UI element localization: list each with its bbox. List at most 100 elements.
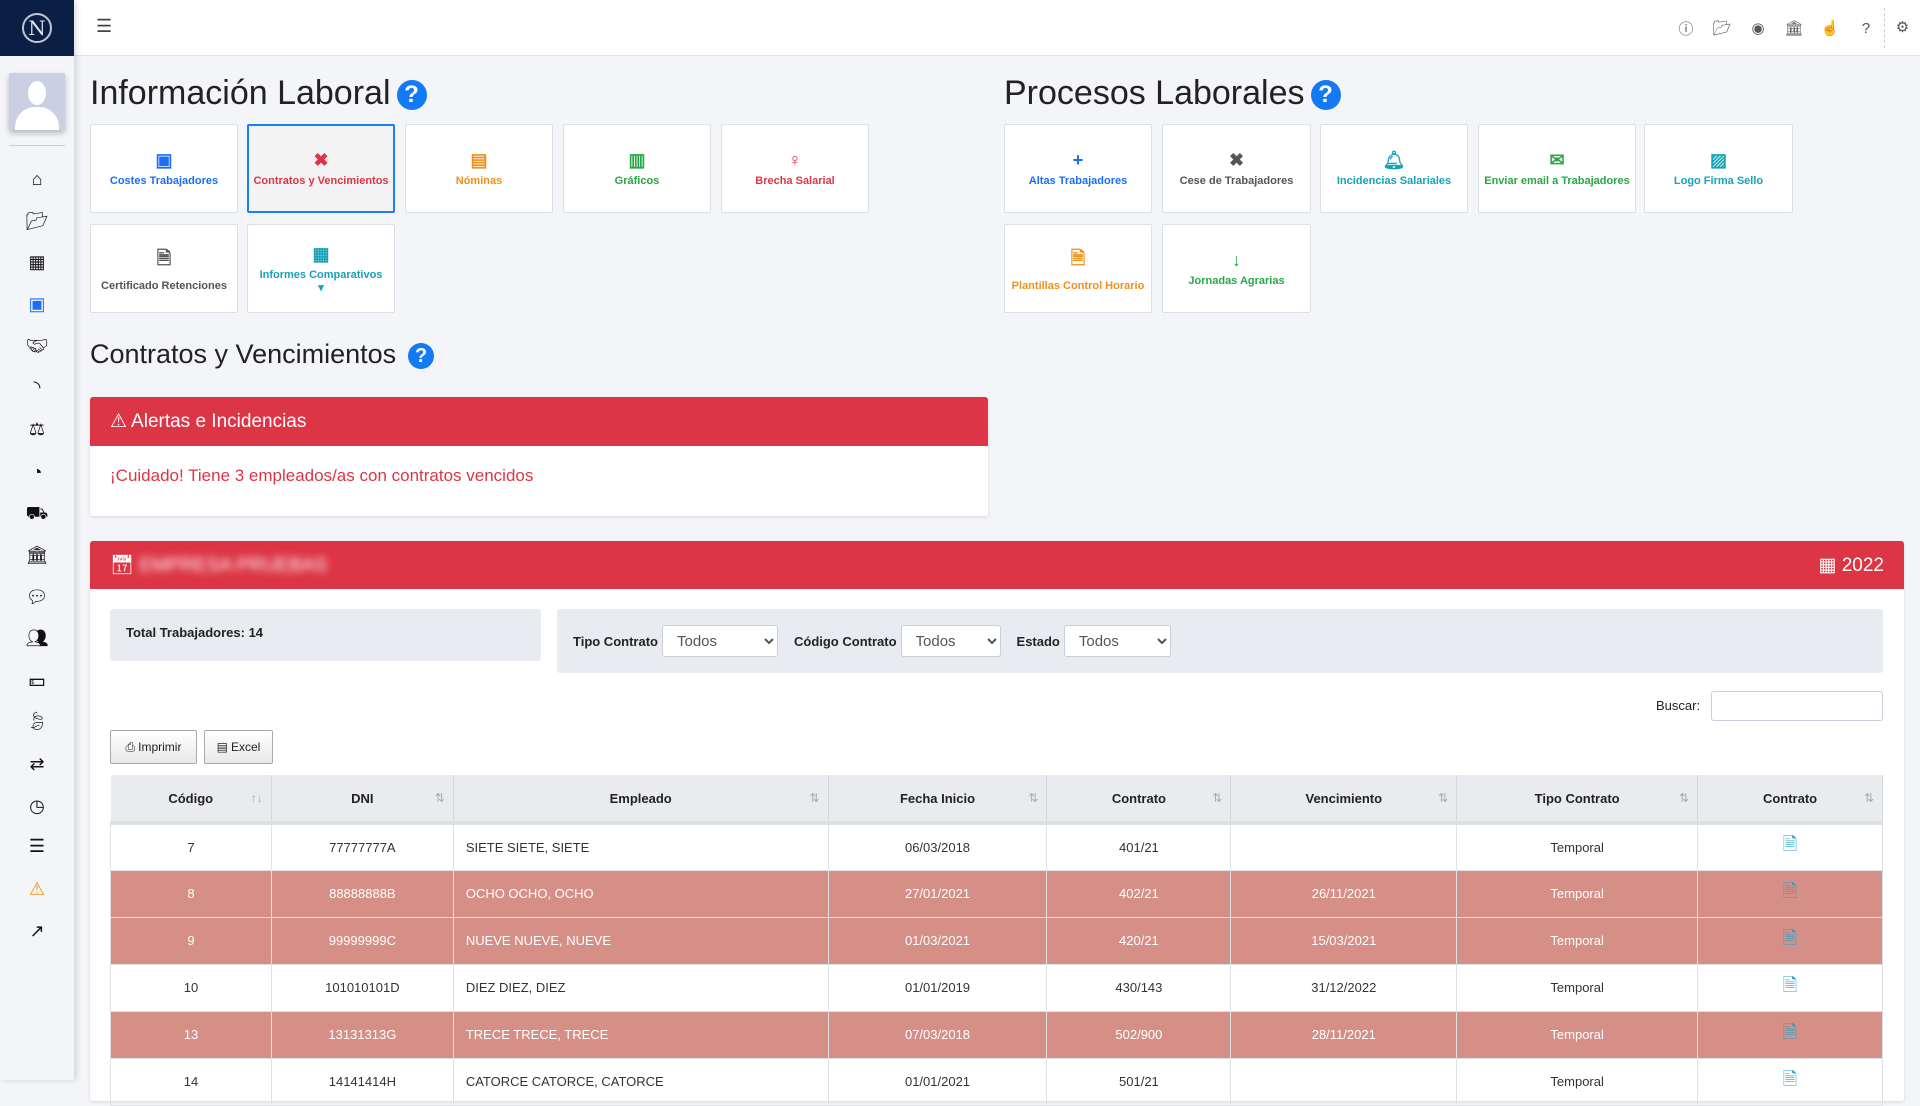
excel-button[interactable]: ▤ Excel	[204, 730, 273, 764]
tipo-contrato-select[interactable]: Todos	[661, 625, 778, 657]
alerts-card: ⚠ Alertas e Incidencias ¡Cuidado! Tiene 3…	[90, 397, 988, 516]
cell-pdf: 🗎︎	[1697, 916, 1883, 965]
table-row[interactable]: 13 13131313G TRECE TRECE, TRECE 07/03/2018 5…	[110, 1010, 1883, 1059]
tile-enviar-email-a-trabajadores[interactable]: ✉ Enviar email a Trabajadores	[1478, 124, 1636, 213]
cell-venc: 26/11/2021	[1230, 869, 1458, 918]
calculator-icon[interactable]: ▦	[28, 252, 46, 272]
cell-dni: 14141414H	[270, 1057, 454, 1106]
column-header[interactable]: Vencimiento ⇅	[1230, 775, 1458, 825]
column-header[interactable]: Empleado ⇅	[453, 775, 829, 825]
help-icon[interactable]: ?	[396, 80, 427, 111]
sort-icon: ⇅	[1863, 791, 1874, 805]
pdf-file-icon[interactable]: 🗎︎	[1782, 1068, 1798, 1089]
handshake-icon[interactable]: 🤝︎	[25, 336, 49, 356]
table-row[interactable]: 14 14141414H CATORCE CATORCE, CATORCE 01/01…	[110, 1057, 1883, 1106]
tile-incidencias-salariales[interactable]: 🔔︎ Incidencias Salariales	[1320, 124, 1468, 213]
tipo-contrato-label: Tipo Contrato	[573, 633, 658, 649]
bank-icon[interactable]: 🏛︎	[1784, 20, 1804, 37]
total-box: Total Trabajadores: 14	[110, 609, 541, 661]
calendar-times-icon: 📅︎	[110, 555, 135, 576]
pdf-file-icon[interactable]: 🗎︎	[1782, 1021, 1798, 1042]
comments-icon[interactable]: 💬︎	[25, 587, 49, 607]
app-logo[interactable]: N	[0, 0, 74, 56]
retweet-icon[interactable]: ⇄	[29, 754, 45, 774]
avatar[interactable]	[9, 73, 65, 130]
cell-tipo: Temporal	[1456, 963, 1699, 1012]
sort-icon: ⇅	[1679, 791, 1690, 805]
table-row[interactable]: 7 77777777A SIETE SIETE, SIETE 06/03/2018 40…	[110, 822, 1883, 871]
cell-pdf: 🗎︎	[1697, 963, 1883, 1012]
bank-icon[interactable]: 🏛︎	[25, 545, 49, 565]
cell-tipo: Temporal	[1456, 1010, 1699, 1059]
folder-icon[interactable]: 📂︎	[1712, 20, 1732, 37]
leaf-icon[interactable]: 🍃︎	[25, 711, 49, 731]
server-icon[interactable]: ☰	[28, 836, 46, 856]
cell-pdf: 🗎︎	[1697, 869, 1883, 918]
column-header[interactable]: Fecha Inicio ⇅	[828, 775, 1048, 825]
tile-icon: ✉	[1549, 150, 1565, 170]
print-button[interactable]: ⎙ Imprimir	[110, 730, 197, 764]
procesos-laborales-title: Procesos Laborales?	[1004, 74, 1341, 113]
sort-icon: ⇅	[1028, 791, 1039, 805]
cell-tipo: Temporal	[1456, 822, 1699, 871]
dashboard-icon[interactable]: ◔	[31, 462, 43, 482]
hand-pointer-icon[interactable]: ☝	[1820, 20, 1840, 37]
users-icon[interactable]: 👥︎	[25, 628, 49, 648]
tile-contratos-y-vencimientos[interactable]: ✖ Contratos y Vencimientos	[247, 124, 395, 213]
rss-icon[interactable]: ◝	[33, 377, 41, 397]
warning-icon[interactable]: ⚠	[28, 879, 46, 899]
question-icon[interactable]: ?	[1861, 19, 1871, 37]
tile-plantillas-control-horario[interactable]: 🗎︎ Plantillas Control Horario	[1004, 224, 1152, 313]
tile-icon: ✖	[313, 150, 329, 170]
pdf-file-icon[interactable]: 🗎︎	[1782, 927, 1798, 948]
tile-n-minas[interactable]: ▤ Nóminas	[405, 124, 553, 213]
pdf-file-icon[interactable]: 🗎︎	[1782, 834, 1798, 855]
tile-icon: ▨	[1709, 150, 1727, 170]
cell-dni: 99999999C	[270, 916, 454, 965]
gear-icon[interactable]: ⚙	[1884, 8, 1920, 48]
column-header[interactable]: Tipo Contrato ⇅	[1456, 775, 1699, 825]
codigo-contrato-label: Código Contrato	[793, 633, 897, 649]
folder-open-icon[interactable]: 📂︎	[25, 211, 49, 231]
balance-scale-icon[interactable]: ⚖	[28, 419, 46, 439]
user-circle-icon[interactable]: ◉	[1751, 20, 1765, 37]
column-header[interactable]: Contrato ⇅	[1697, 775, 1883, 825]
money-icon[interactable]: 💵︎	[28, 670, 46, 690]
estado-select[interactable]: Todos	[1063, 625, 1171, 657]
home-icon[interactable]: ⌂	[31, 169, 43, 189]
tile-certificado-retenciones[interactable]: 🗎︎ Certificado Retenciones	[90, 224, 238, 313]
cell-pdf: 🗎︎	[1697, 1057, 1883, 1106]
tile-icon: ✖	[1228, 150, 1245, 170]
cell-contrato: 502/900	[1046, 1010, 1232, 1059]
calendar-icon: ▦	[1818, 554, 1837, 576]
info-laboral-title: Información Laboral?	[90, 74, 427, 113]
column-header[interactable]: Código ↑↓	[110, 775, 272, 825]
truck-icon[interactable]: ⛟	[25, 503, 49, 523]
tile-jornadas-agrarias[interactable]: ↓ Jornadas Agrarias	[1162, 224, 1311, 313]
tile-brecha-salarial[interactable]: ♀ Brecha Salarial	[721, 124, 869, 213]
tile-altas-trabajadores[interactable]: + Altas Trabajadores	[1004, 124, 1152, 213]
menu-toggle-icon[interactable]: ☰	[96, 16, 113, 36]
help-icon[interactable]: ?	[408, 342, 435, 369]
table-row[interactable]: 9 99999999C NUEVE NUEVE, NUEVE 01/03/2021 42…	[110, 916, 1883, 965]
column-header[interactable]: Contrato ⇅	[1046, 775, 1232, 825]
pdf-file-icon[interactable]: 🗎︎	[1782, 880, 1798, 901]
clock-icon[interactable]: ◷	[29, 796, 45, 816]
tile-costes-trabajadores[interactable]: ▣ Costes Trabajadores	[90, 124, 238, 213]
tile-cese-de-trabajadores[interactable]: ✖ Cese de Trabajadores	[1162, 124, 1311, 213]
search-input[interactable]	[1711, 691, 1883, 721]
column-header[interactable]: DNI ⇅	[271, 775, 454, 825]
pdf-file-icon[interactable]: 🗎︎	[1782, 974, 1798, 995]
info-icon[interactable]: ⓘ	[1678, 20, 1694, 38]
table-row[interactable]: 10 101010101D DIEZ DIEZ, DIEZ 01/01/2019 430…	[110, 963, 1883, 1012]
sort-icon: ⇅	[1438, 791, 1449, 805]
table-row[interactable]: 8 88888888B OCHO OCHO, OCHO 27/01/2021 402/2…	[110, 869, 1883, 918]
topbar: ☰ ⓘ 📂︎ ◉ 🏛︎ ☝? ⚙	[74, 0, 1920, 56]
codigo-contrato-select[interactable]: Todos	[900, 625, 1001, 657]
address-book-icon[interactable]: ▣	[28, 294, 46, 314]
tile-gr-ficos[interactable]: ▥ Gráficos	[563, 124, 711, 213]
tile-informes-comparativos[interactable]: ▦ Informes Comparativos ▾	[247, 224, 395, 313]
help-icon[interactable]: ?	[1310, 80, 1341, 111]
tile-logo-firma-sello[interactable]: ▨ Logo Firma Sello	[1644, 124, 1793, 213]
external-link-icon[interactable]: ↗	[29, 921, 45, 941]
